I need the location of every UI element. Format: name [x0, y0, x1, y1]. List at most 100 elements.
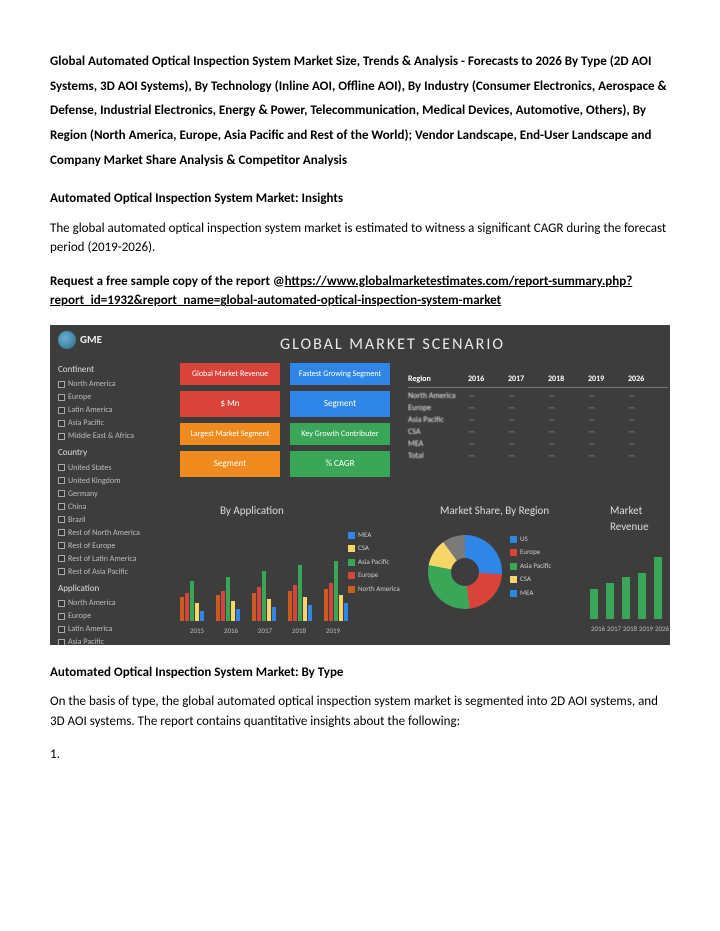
table-cell: — [548, 438, 588, 450]
legend-item: Asia Pacific [510, 561, 562, 572]
legend-item: CSA [348, 543, 400, 554]
filter-checkbox[interactable]: China [58, 501, 168, 513]
checkbox-icon [58, 613, 65, 620]
filter-checkbox[interactable]: Rest of Asia Pacific [58, 566, 168, 578]
filter-label: United States [68, 462, 111, 474]
filter-panel: Continent North AmericaEuropeLatin Ameri… [58, 359, 168, 645]
table-cell: — [628, 450, 668, 462]
filter-label: Europe [68, 391, 91, 403]
filter-label: Europe [68, 610, 91, 622]
bar [339, 595, 343, 621]
table-cell: — [508, 438, 548, 450]
filter-checkbox[interactable]: Europe [58, 391, 168, 403]
filter-checkbox[interactable]: United States [58, 462, 168, 474]
filter-checkbox[interactable]: United Kingdom [58, 475, 168, 487]
dashboard-title: GLOBAL MARKET SCENARIO [280, 333, 505, 357]
table-header-cell: 2026 [628, 373, 668, 385]
legend-swatch [348, 545, 355, 552]
bar-xaxis-label: 2019 [326, 626, 340, 637]
filter-checkbox[interactable]: Germany [58, 488, 168, 500]
legend-swatch [510, 590, 517, 597]
legend-item: Europe [510, 547, 562, 558]
table-cell: — [588, 414, 628, 426]
section-by-application: By Application [220, 503, 284, 520]
table-cell: — [588, 402, 628, 414]
bar [267, 599, 271, 621]
filter-label: Rest of Asia Pacific [68, 566, 128, 578]
checkbox-icon [58, 477, 65, 484]
legend-swatch [348, 572, 355, 579]
bar [185, 593, 189, 621]
checkbox-icon [58, 381, 65, 388]
checkbox-icon [58, 394, 65, 401]
table-cell: North America [408, 390, 468, 402]
filter-checkbox[interactable]: North America [58, 378, 168, 390]
filter-checkbox[interactable]: Middle East & Africa [58, 430, 168, 442]
bar [303, 597, 307, 621]
pie-chart-market-share: US Europe Asia Pacific CSA MEA [428, 525, 568, 635]
filter-checkbox[interactable]: Brazil [58, 514, 168, 526]
filter-checkbox[interactable]: Rest of Europe [58, 540, 168, 552]
table-body: North America—————Europe—————Asia Pacifi… [408, 390, 668, 462]
bar [334, 561, 338, 621]
table-cell: — [508, 450, 548, 462]
filter-label: Latin America [68, 404, 112, 416]
bar-group [180, 581, 204, 621]
bar-chart-by-application: 20152016201720182019 MEACSAAsia PacificE… [180, 527, 400, 637]
checkbox-icon [58, 626, 65, 633]
bar [195, 603, 199, 621]
bar [293, 585, 297, 621]
table-header-cell: 2018 [548, 373, 588, 385]
legend-item: MEA [510, 588, 562, 599]
bar-xaxis-label: 2018 [292, 626, 306, 637]
table-cell: — [548, 426, 588, 438]
filter-continent-items: North AmericaEuropeLatin AmericaAsia Pac… [58, 378, 168, 442]
legend-item: Asia Pacific [348, 557, 400, 568]
checkbox-icon [58, 529, 65, 536]
filter-label: Latin America [68, 623, 112, 635]
table-cell: MEA [408, 438, 468, 450]
table-cell: Europe [408, 402, 468, 414]
rev-xaxis-label: 2026 [655, 624, 669, 635]
filter-checkbox[interactable]: Rest of Latin America [58, 553, 168, 565]
bar-group [324, 561, 348, 621]
legend-label: CSA [358, 543, 369, 554]
checkbox-icon [58, 420, 65, 427]
rev-bar [654, 557, 662, 619]
table-cell: — [468, 390, 508, 402]
table-cell: — [508, 414, 548, 426]
checkbox-icon [58, 542, 65, 549]
filter-application-items: North AmericaEuropeLatin AmericaAsia Pac… [58, 597, 168, 645]
filter-checkbox[interactable]: North America [58, 597, 168, 609]
legend-label: US [520, 534, 528, 545]
tile-largest-value: Segment [180, 451, 280, 477]
brand-text: GME [80, 332, 102, 349]
table-cell: — [628, 390, 668, 402]
filter-checkbox[interactable]: Europe [58, 610, 168, 622]
table-row: MEA————— [408, 438, 668, 450]
legend-label: CSA [520, 574, 531, 585]
legend-swatch [348, 532, 355, 539]
checkbox-icon [58, 516, 65, 523]
table-cell: — [588, 438, 628, 450]
kpi-tiles: Global Market Revenue $ Mn Largest Marke… [180, 363, 390, 477]
filter-checkbox[interactable]: Latin America [58, 623, 168, 635]
tile-revenue-label: Global Market Revenue [180, 363, 280, 385]
filter-checkbox[interactable]: Latin America [58, 404, 168, 416]
table-cell: Asia Pacific [408, 414, 468, 426]
bar [344, 603, 348, 621]
table-cell: — [468, 450, 508, 462]
checkbox-icon [58, 464, 65, 471]
tile-fastest-value: Segment [290, 391, 390, 417]
filter-continent-title: Continent [58, 363, 168, 377]
table-cell: Total [408, 450, 468, 462]
filter-checkbox[interactable]: Rest of North America [58, 527, 168, 539]
bar-group [216, 577, 240, 621]
legend-item: Europe [348, 570, 400, 581]
table-cell: — [468, 438, 508, 450]
filter-checkbox[interactable]: Asia Pacific [58, 636, 168, 645]
rev-bar [638, 573, 646, 619]
table-cell: — [628, 402, 668, 414]
section-market-share: Market Share, By Region [440, 503, 549, 520]
filter-checkbox[interactable]: Asia Pacific [58, 417, 168, 429]
